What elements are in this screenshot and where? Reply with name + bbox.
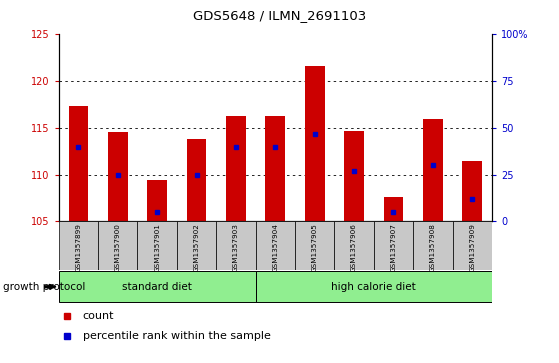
Bar	[216, 221, 255, 270]
Text: GSM1357902: GSM1357902	[193, 223, 200, 272]
Text: GSM1357905: GSM1357905	[312, 223, 318, 272]
Text: GSM1357900: GSM1357900	[115, 223, 121, 272]
Bar	[69, 106, 88, 221]
Text: high calorie diet: high calorie diet	[331, 282, 416, 292]
Text: GSM1357903: GSM1357903	[233, 223, 239, 272]
Text: GDS5648 / ILMN_2691103: GDS5648 / ILMN_2691103	[193, 9, 366, 22]
Text: percentile rank within the sample: percentile rank within the sample	[83, 331, 271, 341]
Bar	[177, 221, 216, 270]
Bar	[255, 221, 295, 270]
Bar	[138, 221, 177, 270]
Text: GSM1357907: GSM1357907	[390, 223, 396, 272]
Text: count: count	[83, 311, 114, 321]
Bar	[226, 116, 246, 221]
Bar	[383, 197, 403, 221]
Bar	[59, 221, 98, 270]
Text: GSM1357899: GSM1357899	[75, 223, 82, 272]
Text: GSM1357904: GSM1357904	[272, 223, 278, 272]
Bar	[453, 221, 492, 270]
Bar	[413, 221, 453, 270]
Bar	[255, 271, 492, 302]
Text: GSM1357909: GSM1357909	[469, 223, 475, 272]
Bar	[462, 161, 482, 221]
Text: growth protocol: growth protocol	[3, 282, 85, 292]
Bar	[305, 66, 325, 221]
Bar	[187, 139, 206, 221]
Bar	[344, 131, 364, 221]
Bar	[374, 221, 413, 270]
Bar	[148, 180, 167, 221]
Bar	[108, 132, 127, 221]
Bar	[423, 119, 443, 221]
Text: GSM1357908: GSM1357908	[430, 223, 436, 272]
Text: standard diet: standard diet	[122, 282, 192, 292]
Bar	[266, 116, 285, 221]
Text: GSM1357906: GSM1357906	[351, 223, 357, 272]
Bar	[59, 271, 255, 302]
Bar	[98, 221, 138, 270]
Text: GSM1357901: GSM1357901	[154, 223, 160, 272]
Bar	[295, 221, 334, 270]
Bar	[334, 221, 374, 270]
